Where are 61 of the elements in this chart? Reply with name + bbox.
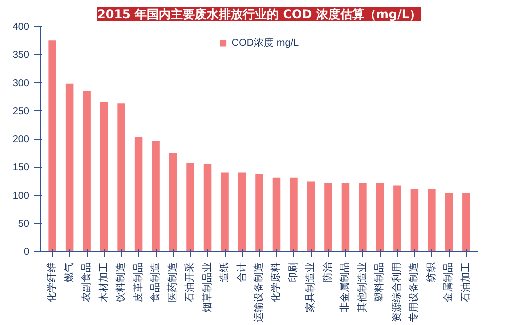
bar	[100, 102, 108, 252]
y-tick-label: 400	[12, 22, 30, 33]
x-tick-label: 印刷	[287, 262, 300, 282]
bar	[118, 104, 126, 252]
bar	[410, 189, 419, 252]
y-tick-label: 150	[12, 162, 30, 174]
bar	[290, 178, 298, 252]
bar	[238, 172, 246, 252]
bar	[272, 178, 281, 252]
bar	[48, 40, 56, 252]
x-tick-label: 造纸	[218, 262, 231, 282]
bar	[394, 186, 402, 252]
x-tick-label: 专用设备制造	[408, 262, 420, 322]
bar	[83, 91, 91, 252]
y-tick-label: 350	[12, 50, 30, 62]
bar	[169, 153, 178, 252]
x-tick-label: 饮料制造	[115, 262, 128, 304]
x-tick-label: 非金属制品	[339, 262, 352, 312]
y-tick-label: 300	[12, 78, 30, 90]
x-tick-label: 防治	[322, 262, 334, 282]
x-tick-label: 木材加工	[98, 262, 110, 302]
x-tick-label: 医药制造	[166, 262, 179, 302]
bar	[221, 172, 229, 252]
bar	[66, 84, 74, 252]
bar	[445, 193, 454, 252]
x-tick-label: 农副食品	[80, 262, 93, 302]
x-tick-label: 其他制造业	[356, 262, 368, 312]
y-tick-label: 100	[12, 190, 30, 202]
bar	[324, 183, 332, 252]
x-tick-label: 食品制造	[150, 262, 162, 302]
chart-title: 2015 年国内主要废水排放行业的 COD 浓度估算（mg/L）	[97, 8, 422, 22]
x-tick-label: 烟草制品业	[201, 262, 214, 312]
bar	[342, 183, 350, 252]
y-tick-label: 50	[18, 218, 30, 230]
bar	[428, 189, 436, 252]
legend-label: COD浓度 mg/L	[232, 36, 300, 50]
x-tick-label: 石油开采	[184, 262, 196, 302]
x-tick-label: 资源综合利用	[390, 262, 403, 322]
y-tick-label: 0	[24, 247, 30, 258]
bar	[256, 174, 264, 252]
x-tick-label: 石油加工	[460, 262, 472, 302]
x-tick-label: 化学纤维	[46, 262, 58, 302]
y-tick-label: 200	[12, 134, 30, 146]
bar	[307, 182, 316, 252]
x-tick-label: 家具制造业	[304, 262, 317, 312]
bar	[376, 183, 384, 252]
y-tick-label: 250	[12, 106, 30, 118]
bar	[134, 137, 143, 252]
bar	[186, 163, 194, 252]
x-tick-label: 皮革制品	[132, 262, 144, 302]
x-tick-label: 化学原料	[270, 262, 282, 302]
x-tick-label: 运输设备制造	[253, 262, 265, 322]
x-tick-label: 燃气	[63, 262, 76, 282]
bar	[359, 183, 367, 252]
x-tick-label: 合计	[236, 262, 248, 282]
x-tick-label: 金属制品	[442, 262, 455, 302]
bar	[462, 193, 470, 252]
bar	[152, 141, 160, 252]
x-tick-label: 塑料制品	[374, 262, 386, 302]
x-tick-label: 纺织	[425, 262, 438, 282]
bar	[204, 164, 212, 252]
